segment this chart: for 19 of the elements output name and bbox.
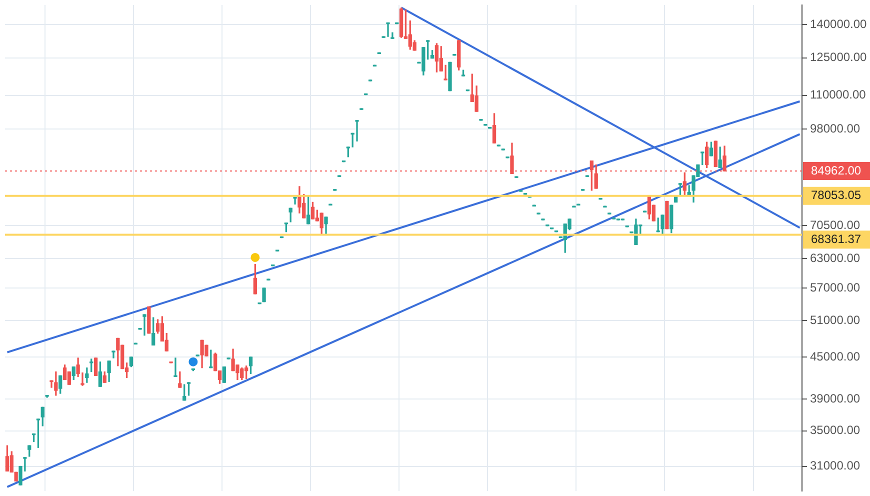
y-tick-label: 63000.00 [810, 250, 860, 265]
y-tick-label: 125000.00 [810, 50, 868, 64]
y-tick-label: 51000.00 [810, 312, 860, 327]
ref-line-label: 68361.37 [811, 232, 862, 246]
y-tick-label: 39000.00 [810, 391, 860, 406]
y-tick-label: 45000.00 [810, 350, 860, 364]
ref-line-label: 84962.00 [811, 163, 862, 178]
candlestick [293, 196, 297, 205]
y-tick-label: 57000.00 [810, 280, 860, 294]
candlestick [112, 350, 116, 358]
y-tick-label: 98000.00 [810, 122, 860, 136]
candlestick [355, 120, 359, 142]
candlestick [174, 358, 178, 377]
ref-line-label: 78053.05 [811, 188, 862, 202]
y-tick-label: 35000.00 [810, 423, 860, 438]
y-tick-label: 110000.00 [810, 88, 866, 102]
y-tick-label: 31000.00 [810, 458, 860, 473]
y-tick-label: 70500.00 [810, 218, 860, 232]
y-tick-label: 140000.00 [810, 17, 868, 32]
